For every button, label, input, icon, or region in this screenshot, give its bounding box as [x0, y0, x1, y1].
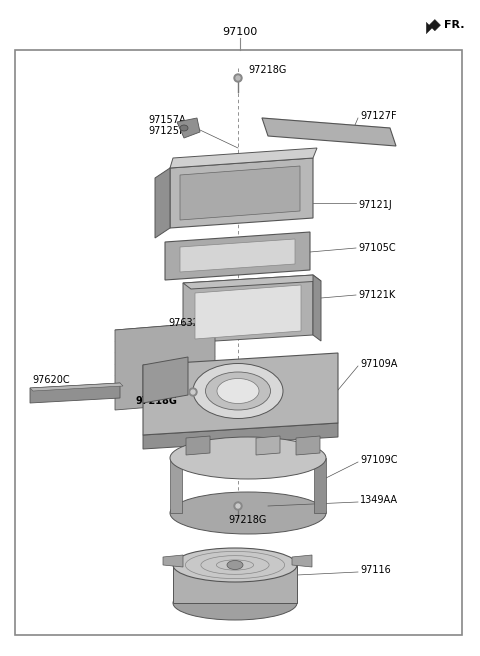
Polygon shape — [183, 275, 313, 343]
Text: 97109A: 97109A — [360, 359, 397, 369]
Text: 97620C: 97620C — [32, 375, 70, 385]
Polygon shape — [180, 166, 300, 220]
Polygon shape — [115, 322, 221, 335]
Text: 97218G: 97218G — [248, 65, 287, 75]
Ellipse shape — [193, 363, 283, 419]
Polygon shape — [256, 436, 280, 455]
Polygon shape — [30, 383, 123, 391]
Ellipse shape — [170, 492, 326, 534]
Text: 97632B: 97632B — [168, 318, 205, 328]
Text: 97121J: 97121J — [358, 200, 392, 210]
Polygon shape — [115, 322, 215, 410]
Text: 97121K: 97121K — [358, 290, 395, 300]
Polygon shape — [186, 436, 210, 455]
Text: 97105C: 97105C — [358, 243, 396, 253]
Ellipse shape — [227, 560, 243, 569]
Polygon shape — [292, 555, 312, 567]
Text: 97125F: 97125F — [148, 126, 185, 136]
Polygon shape — [170, 458, 182, 513]
Circle shape — [236, 504, 240, 508]
Polygon shape — [143, 357, 188, 403]
Polygon shape — [143, 423, 338, 449]
Polygon shape — [170, 148, 317, 168]
Text: 97116: 97116 — [360, 565, 391, 575]
Circle shape — [189, 388, 197, 396]
Bar — [15, 50, 462, 635]
Polygon shape — [173, 565, 297, 603]
Polygon shape — [143, 353, 338, 435]
Text: 97100: 97100 — [222, 27, 258, 37]
Ellipse shape — [173, 548, 297, 582]
Polygon shape — [296, 436, 320, 455]
Ellipse shape — [205, 372, 271, 410]
Text: 97218G: 97218G — [135, 396, 177, 406]
Text: 1349AA: 1349AA — [360, 495, 398, 505]
Text: 97218G: 97218G — [229, 515, 267, 525]
Polygon shape — [155, 168, 170, 238]
Text: 97109C: 97109C — [360, 455, 397, 465]
Polygon shape — [195, 285, 301, 339]
Polygon shape — [30, 383, 120, 403]
Circle shape — [234, 502, 242, 510]
Polygon shape — [170, 158, 313, 228]
Ellipse shape — [170, 437, 326, 479]
Circle shape — [236, 76, 240, 80]
Text: 97157A: 97157A — [148, 115, 186, 125]
Polygon shape — [163, 555, 183, 567]
Polygon shape — [314, 458, 326, 513]
Text: FR.: FR. — [444, 20, 465, 30]
Polygon shape — [426, 20, 441, 33]
Polygon shape — [177, 118, 200, 138]
Text: 97127F: 97127F — [360, 111, 396, 121]
Polygon shape — [183, 275, 321, 289]
Polygon shape — [262, 118, 396, 146]
Ellipse shape — [180, 125, 188, 131]
Polygon shape — [165, 232, 310, 280]
Ellipse shape — [173, 586, 297, 620]
Ellipse shape — [217, 379, 259, 403]
Polygon shape — [180, 239, 295, 272]
Polygon shape — [313, 275, 321, 341]
Circle shape — [191, 390, 195, 394]
Circle shape — [234, 74, 242, 82]
